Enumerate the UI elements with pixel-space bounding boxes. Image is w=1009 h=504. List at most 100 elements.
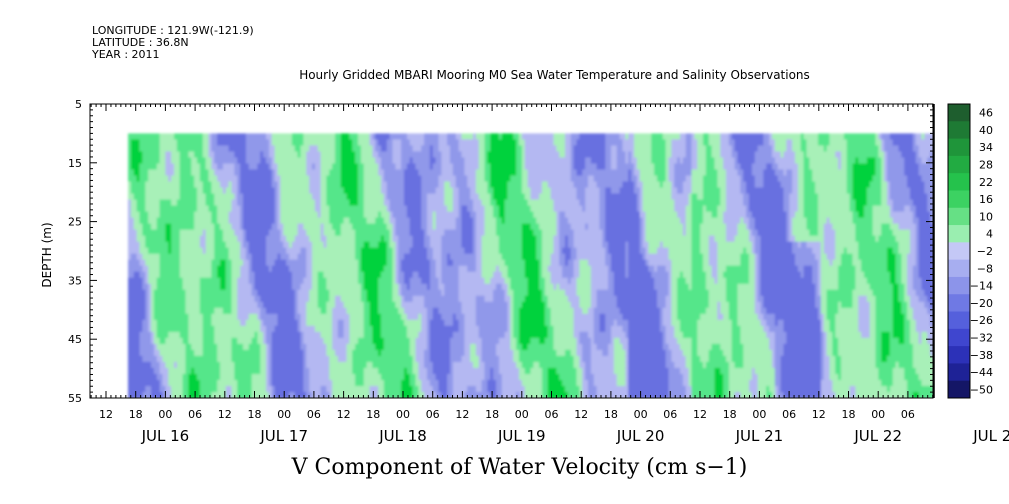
- heatmap-cell: [205, 253, 210, 261]
- heatmap-cell: [254, 175, 258, 183]
- heatmap-cell: [222, 343, 227, 351]
- heatmap-cell: [225, 265, 230, 273]
- heatmap-cell: [136, 295, 141, 303]
- heatmap-cell: [156, 343, 161, 351]
- heatmap-cell: [148, 205, 152, 213]
- heatmap-cell: [182, 289, 187, 297]
- heatmap-cell: [211, 349, 215, 357]
- heatmap-cell: [225, 307, 230, 315]
- heatmap-cell: [251, 283, 256, 291]
- heatmap-cell: [208, 157, 212, 165]
- heatmap-cell: [234, 283, 238, 291]
- heatmap-cell: [208, 229, 212, 237]
- heatmap-cell: [211, 193, 215, 201]
- heatmap-cell: [168, 199, 172, 207]
- heatmap-cell: [148, 133, 152, 141]
- heatmap-cell: [214, 223, 218, 231]
- heatmap-cell: [248, 325, 253, 333]
- velocity-field: [128, 133, 933, 398]
- heatmap-cell: [145, 307, 149, 315]
- heatmap-cell: [251, 217, 256, 225]
- heatmap-cell: [208, 361, 212, 369]
- heatmap-cell: [231, 181, 235, 189]
- heatmap-cell: [231, 133, 235, 141]
- heatmap-cell: [156, 331, 161, 339]
- heatmap-cell: [174, 379, 178, 387]
- heatmap-cell: [228, 163, 233, 171]
- heatmap-cell: [202, 367, 207, 375]
- heatmap-cell: [171, 331, 175, 339]
- heatmap-cell: [185, 265, 189, 273]
- heatmap-cell: [142, 175, 146, 183]
- heatmap-cell: [139, 319, 143, 327]
- heatmap-cell: [185, 145, 189, 153]
- heatmap-cell: [176, 331, 181, 339]
- heatmap-cell: [188, 367, 192, 375]
- heatmap-cell: [199, 361, 204, 369]
- heatmap-cell: [214, 235, 218, 243]
- heatmap-cell: [156, 355, 161, 363]
- heatmap-cell: [159, 295, 164, 303]
- heatmap-cell: [151, 343, 155, 351]
- heatmap-cell: [130, 247, 135, 255]
- heatmap-cell: [191, 325, 195, 333]
- heatmap-cell: [245, 259, 250, 267]
- heatmap-cell: [217, 271, 221, 279]
- heatmap-cell: [156, 349, 161, 357]
- heatmap-cell: [133, 385, 138, 393]
- heatmap-cell: [205, 235, 210, 243]
- heatmap-cell: [188, 157, 192, 165]
- heatmap-cell: [139, 289, 143, 297]
- heatmap-cell: [245, 367, 250, 375]
- heatmap-cell: [214, 205, 218, 213]
- heatmap-cell: [194, 181, 198, 189]
- heatmap-cell: [148, 229, 152, 237]
- heatmap-cell: [165, 265, 169, 273]
- heatmap-cell: [214, 319, 218, 327]
- heatmap-cell: [257, 169, 261, 177]
- heatmap-cell: [231, 229, 235, 237]
- heatmap-cell: [220, 307, 224, 315]
- heatmap-cell: [188, 205, 192, 213]
- heatmap-cell: [159, 283, 164, 291]
- heatmap-cell: [254, 361, 258, 369]
- heatmap-cell: [128, 229, 132, 237]
- heatmap-cell: [142, 181, 146, 189]
- heatmap-cell: [182, 277, 187, 285]
- heatmap-cell: [156, 211, 161, 219]
- heatmap-cell: [194, 229, 198, 237]
- heatmap-cell: [205, 325, 210, 333]
- heatmap-cell: [225, 259, 230, 267]
- heatmap-cell: [139, 235, 143, 243]
- heatmap-cell: [174, 175, 178, 183]
- heatmap-cell: [199, 175, 204, 183]
- heatmap-cell: [168, 187, 172, 195]
- heatmap-cell: [174, 235, 178, 243]
- heatmap-cell: [139, 283, 143, 291]
- heatmap-cell: [176, 157, 181, 165]
- heatmap-cell: [179, 295, 184, 303]
- heatmap-cell: [197, 211, 201, 219]
- heatmap-cell: [217, 343, 221, 351]
- heatmap-cell: [231, 247, 235, 255]
- heatmap-cell: [188, 325, 192, 333]
- heatmap-cell: [199, 205, 204, 213]
- heatmap-cell: [205, 379, 210, 387]
- heatmap-cell: [142, 133, 146, 141]
- heatmap-cell: [217, 373, 221, 381]
- heatmap-cell: [214, 391, 218, 398]
- heatmap-cell: [156, 313, 161, 321]
- heatmap-cell: [254, 259, 258, 267]
- heatmap-cell: [191, 181, 195, 189]
- heatmap-cell: [168, 193, 172, 201]
- heatmap-cell: [240, 247, 244, 255]
- heatmap-cell: [191, 253, 195, 261]
- heatmap-cell: [191, 199, 195, 207]
- heatmap-cell: [248, 193, 253, 201]
- heatmap-cell: [168, 217, 172, 225]
- heatmap-cell: [208, 307, 212, 315]
- heatmap-cell: [168, 367, 172, 375]
- heatmap-cell: [257, 181, 261, 189]
- heatmap-cell: [139, 313, 143, 321]
- heatmap-cell: [228, 133, 233, 141]
